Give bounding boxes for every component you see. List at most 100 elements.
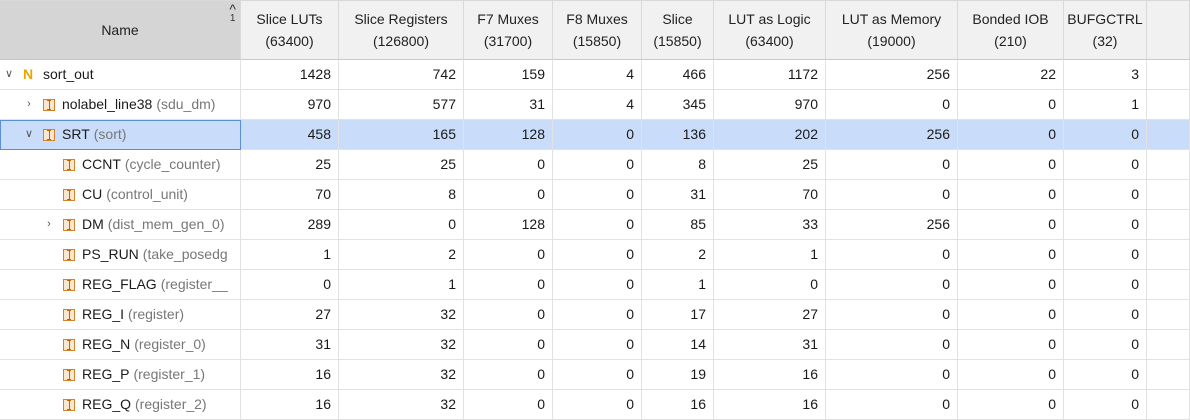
cell-value[interactable]: 0	[1064, 330, 1147, 360]
cell-value[interactable]: 466	[642, 60, 714, 90]
cell-value[interactable]: 0	[464, 360, 553, 390]
cell-value[interactable]: 0	[241, 270, 339, 300]
cell-value[interactable]: 0	[958, 120, 1064, 150]
cell-value[interactable]: 32	[339, 300, 464, 330]
column-header-bonded-iob[interactable]: Bonded IOB (210)	[958, 1, 1064, 60]
cell-value[interactable]: 31	[241, 330, 339, 360]
cell-value[interactable]: 1	[714, 240, 826, 270]
cell-value[interactable]: 970	[714, 90, 826, 120]
collapse-icon[interactable]: ∨	[24, 128, 34, 140]
cell-value[interactable]: 0	[826, 240, 958, 270]
cell-value[interactable]: 1	[339, 270, 464, 300]
cell-value[interactable]: 159	[464, 60, 553, 90]
cell-value[interactable]: 70	[714, 180, 826, 210]
cell-value[interactable]: 0	[553, 180, 642, 210]
cell-value[interactable]: 289	[241, 210, 339, 240]
cell-value[interactable]: 0	[339, 210, 464, 240]
table-row[interactable]: › DM (dist_mem_gen_0) 289 0 128 0 85 33 256 0 0	[0, 210, 1190, 240]
cell-value[interactable]: 3	[1064, 60, 1147, 90]
cell-value[interactable]: 1172	[714, 60, 826, 90]
table-row[interactable]: CU (control_unit) 70 8 0 0 31 70 0 0 0	[0, 180, 1190, 210]
cell-value[interactable]: 8	[642, 150, 714, 180]
cell-value[interactable]: 27	[714, 300, 826, 330]
cell-value[interactable]: 0	[714, 270, 826, 300]
cell-value[interactable]: 0	[826, 180, 958, 210]
cell-name[interactable]: PS_RUN (take_posedg	[0, 240, 241, 270]
cell-value[interactable]: 0	[826, 90, 958, 120]
cell-value[interactable]: 25	[241, 150, 339, 180]
cell-value[interactable]: 0	[958, 330, 1064, 360]
column-header-name[interactable]: Name ^ 1	[0, 1, 241, 60]
cell-value[interactable]: 0	[553, 210, 642, 240]
column-header-f8-muxes[interactable]: F8 Muxes (15850)	[553, 1, 642, 60]
cell-value[interactable]: 0	[958, 90, 1064, 120]
cell-value[interactable]: 0	[1064, 270, 1147, 300]
cell-value[interactable]: 25	[339, 150, 464, 180]
cell-value[interactable]: 0	[464, 180, 553, 210]
cell-value[interactable]: 22	[958, 60, 1064, 90]
cell-value[interactable]: 0	[553, 270, 642, 300]
table-row[interactable]: REG_FLAG (register__ 0 1 0 0 1 0 0 0 0	[0, 270, 1190, 300]
column-header-f7-muxes[interactable]: F7 Muxes (31700)	[464, 1, 553, 60]
cell-value[interactable]: 16	[241, 360, 339, 390]
cell-value[interactable]: 19	[642, 360, 714, 390]
cell-value[interactable]: 256	[826, 60, 958, 90]
cell-value[interactable]: 165	[339, 120, 464, 150]
cell-value[interactable]: 0	[1064, 240, 1147, 270]
cell-value[interactable]: 8	[339, 180, 464, 210]
cell-value[interactable]: 136	[642, 120, 714, 150]
cell-value[interactable]: 85	[642, 210, 714, 240]
cell-value[interactable]: 0	[958, 360, 1064, 390]
cell-name[interactable]: REG_FLAG (register__	[0, 270, 241, 300]
column-header-lut-as-memory[interactable]: LUT as Memory (19000)	[826, 1, 958, 60]
cell-value[interactable]: 33	[714, 210, 826, 240]
cell-value[interactable]: 0	[1064, 150, 1147, 180]
expand-icon[interactable]: ›	[27, 98, 31, 110]
cell-value[interactable]: 0	[553, 300, 642, 330]
cell-value[interactable]: 4	[553, 60, 642, 90]
cell-value[interactable]: 1428	[241, 60, 339, 90]
cell-value[interactable]: 0	[553, 120, 642, 150]
cell-value[interactable]: 256	[826, 210, 958, 240]
cell-value[interactable]: 70	[241, 180, 339, 210]
cell-value[interactable]: 1	[1064, 90, 1147, 120]
expand-icon[interactable]: ›	[47, 218, 51, 230]
table-row[interactable]: REG_I (register) 27 32 0 0 17 27 0 0 0	[0, 300, 1190, 330]
table-row[interactable]: REG_P (register_1) 16 32 0 0 19 16 0 0 0	[0, 360, 1190, 390]
cell-value[interactable]: 0	[553, 330, 642, 360]
table-row[interactable]: ∨ SRT (sort) 458 165 128 0 136 202 256 0 0	[0, 120, 1190, 150]
cell-value[interactable]: 345	[642, 90, 714, 120]
cell-value[interactable]: 0	[464, 330, 553, 360]
cell-value[interactable]: 1	[642, 270, 714, 300]
cell-value[interactable]: 0	[553, 240, 642, 270]
cell-value[interactable]: 1	[241, 240, 339, 270]
cell-value[interactable]: 2	[642, 240, 714, 270]
cell-value[interactable]: 16	[714, 360, 826, 390]
cell-value[interactable]: 0	[464, 270, 553, 300]
cell-value[interactable]: 128	[464, 210, 553, 240]
cell-value[interactable]: 0	[1064, 120, 1147, 150]
table-row[interactable]: PS_RUN (take_posedg 1 2 0 0 2 1 0 0 0	[0, 240, 1190, 270]
collapse-icon[interactable]: ∨	[4, 68, 14, 80]
cell-value[interactable]: 0	[553, 360, 642, 390]
cell-value[interactable]: 0	[958, 240, 1064, 270]
cell-value[interactable]: 0	[826, 300, 958, 330]
table-row[interactable]: › nolabel_line38 (sdu_dm) 970 577 31 4 345 970 0 0…	[0, 90, 1190, 120]
cell-value[interactable]: 0	[1064, 360, 1147, 390]
cell-value[interactable]: 0	[464, 240, 553, 270]
cell-value[interactable]: 0	[464, 150, 553, 180]
cell-name[interactable]: REG_P (register_1)	[0, 360, 241, 390]
column-header-slice[interactable]: Slice (15850)	[642, 1, 714, 60]
cell-value[interactable]: 458	[241, 120, 339, 150]
cell-name[interactable]: › DM (dist_mem_gen_0)	[0, 210, 241, 240]
cell-value[interactable]: 0	[1064, 180, 1147, 210]
cell-value[interactable]: 742	[339, 60, 464, 90]
cell-value[interactable]: 2	[339, 240, 464, 270]
cell-value[interactable]: 0	[826, 270, 958, 300]
column-header-slice-luts[interactable]: Slice LUTs (63400)	[241, 1, 339, 60]
cell-value[interactable]: 0	[958, 150, 1064, 180]
cell-value[interactable]: 17	[642, 300, 714, 330]
cell-value[interactable]: 128	[464, 120, 553, 150]
